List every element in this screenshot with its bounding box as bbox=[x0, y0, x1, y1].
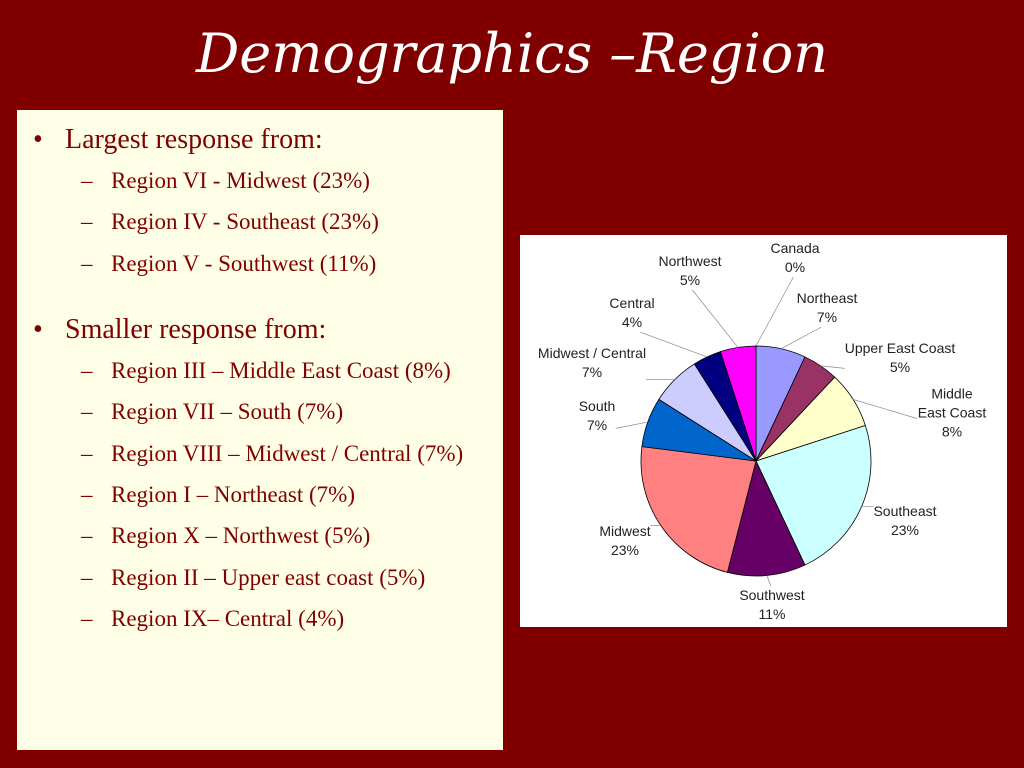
sub-bullet: Region I – Northeast (7%) bbox=[31, 478, 491, 512]
slice-value: 23% bbox=[890, 522, 920, 538]
slice-value: 4% bbox=[621, 314, 643, 330]
slice-name: Canada bbox=[770, 240, 820, 257]
sub-bullet: Region III – Middle East Coast (8%) bbox=[31, 354, 491, 388]
slice-value: 7% bbox=[586, 417, 608, 433]
slice-label: Northwest 5% bbox=[658, 252, 722, 290]
pie-slice bbox=[726, 459, 806, 577]
sub-bullet: Region VI - Midwest (23%) bbox=[31, 164, 491, 198]
sub-bullet: Region V - Southwest (11%) bbox=[31, 247, 491, 281]
slice-label: Southeast 23% bbox=[873, 502, 937, 540]
bullet: Largest response from: bbox=[31, 124, 491, 156]
slice-name: Northwest bbox=[658, 253, 722, 270]
slice-value: 7% bbox=[581, 364, 603, 380]
leader-line bbox=[755, 273, 796, 347]
bullet: Smaller response from: bbox=[31, 314, 491, 346]
chart: Canada 0% Northeast 7% Upper East Coast 5% Mid… bbox=[520, 235, 1007, 627]
slice-label: Upper East Coast 5% bbox=[844, 339, 956, 377]
slice-value: 0% bbox=[784, 259, 806, 275]
slice-name: South bbox=[578, 398, 616, 415]
slice-name: Northeast bbox=[796, 290, 858, 307]
slice-value: 5% bbox=[889, 359, 911, 375]
pie-slice bbox=[755, 424, 872, 566]
pie-slice bbox=[640, 446, 757, 573]
slice-name: Central bbox=[609, 295, 655, 312]
bullet-box: Largest response from: Region VI - Midwes… bbox=[17, 110, 503, 750]
sub-bullet: Region VII – South (7%) bbox=[31, 395, 491, 429]
slice-label: Middle East Coast 8% bbox=[917, 384, 987, 442]
slice-name: Upper East Coast bbox=[844, 340, 956, 357]
bullet-group: Largest response from: Region VI - Midwes… bbox=[31, 124, 491, 280]
pie-slice bbox=[719, 345, 757, 462]
bullet-group: Smaller response from: Region III – Middl… bbox=[31, 314, 491, 636]
slice-value: 11% bbox=[758, 606, 786, 622]
slice-name: Southeast bbox=[873, 503, 937, 520]
sub-bullet: Region VIII – Midwest / Central (7%) bbox=[31, 437, 491, 471]
slice-label: Midwest / Central 7% bbox=[537, 344, 647, 382]
slice-label: Midwest 23% bbox=[599, 522, 651, 560]
sub-bullet: Region IV - Southeast (23%) bbox=[31, 205, 491, 239]
sub-bullet: Region II – Upper east coast (5%) bbox=[31, 561, 491, 595]
leader-line bbox=[689, 286, 739, 348]
leader-line bbox=[780, 323, 828, 350]
slide-title: Demographics –Region bbox=[195, 22, 829, 85]
slice-label: South 7% bbox=[578, 397, 616, 435]
slice-value: 8% bbox=[941, 423, 963, 440]
slice-label: Canada 0% bbox=[770, 239, 820, 277]
slice-name: Midwest bbox=[599, 523, 651, 540]
slice-value: 5% bbox=[679, 272, 701, 288]
slice-value: 23% bbox=[610, 542, 640, 558]
slice-name: Middle East Coast bbox=[917, 385, 987, 421]
leader-line bbox=[631, 328, 708, 358]
slice-label: Central 4% bbox=[609, 294, 655, 332]
slice-name: Southwest bbox=[739, 587, 805, 604]
slice-value: 7% bbox=[816, 309, 838, 325]
slice-label: Southwest 11% bbox=[739, 586, 805, 624]
slice-label: Northeast 7% bbox=[796, 289, 858, 327]
sub-bullet: Region IX– Central (4%) bbox=[31, 602, 491, 636]
sub-bullet: Region X – Northwest (5%) bbox=[31, 519, 491, 553]
pie-svg bbox=[591, 273, 953, 590]
slice-name: Midwest / Central bbox=[537, 345, 647, 362]
